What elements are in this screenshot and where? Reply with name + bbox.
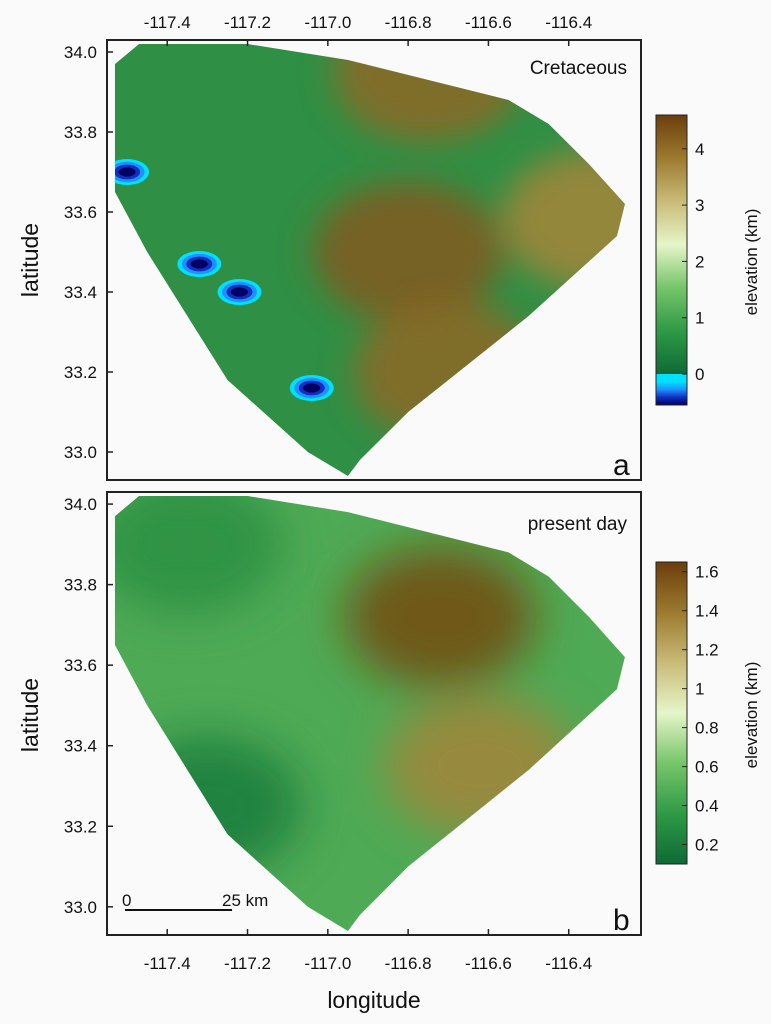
terrain-highland-central [385, 695, 576, 836]
panel-b-colorbar-ramp [655, 561, 688, 865]
panel-a-annotation: Cretaceous [530, 58, 627, 79]
y-tick-label: 33.0 [64, 898, 97, 917]
panel-b-colorbar: 0.2 0.4 0.6 0.8 1 1.2 1.4 1.6 elevation (km) [655, 561, 761, 865]
colorbar-tick-label: 3 [695, 196, 704, 215]
panel-b-ylabel: latitude [17, 678, 43, 752]
colorbar-tick-label: 0 [695, 365, 704, 384]
x-tick-label: -117.0 [304, 954, 351, 973]
x-tick-label: -117.4 [144, 954, 191, 973]
terrain-highland-northeast [345, 546, 536, 687]
panel-a-colorbar-ramp [655, 114, 688, 406]
terrain-highland-east [313, 182, 504, 322]
y-tick-label: 33.6 [64, 203, 97, 222]
panel-b: -117.4 -117.2 -117.0 -116.8 -116.6 -116.4 33.… [17, 491, 761, 973]
y-tick-label: 33.6 [64, 656, 97, 675]
y-tick-label: 34.0 [64, 495, 97, 514]
y-tick-label: 33.4 [64, 737, 97, 756]
colorbar-tick-label: 1.4 [695, 602, 719, 621]
panel-b-y-ticks: 33.0 33.2 33.4 33.6 33.8 34.0 [64, 495, 113, 917]
basin-basin-west [118, 167, 136, 177]
y-tick-label: 33.2 [64, 817, 97, 836]
panel-a-ylabel: latitude [17, 223, 43, 297]
y-tick-label: 33.2 [64, 363, 97, 382]
terrain-highland-southeast [353, 302, 544, 442]
panel-a-letter: a [613, 449, 630, 482]
panel-a-basins [115, 159, 334, 401]
terrain-highland-far-east [501, 150, 625, 290]
scale-bar: 0 25 km [122, 891, 268, 911]
x-tick-label: -117.2 [224, 13, 271, 32]
panel-b-x-ticks: -117.4 -117.2 -117.0 -116.8 -116.6 -116.4 [144, 929, 592, 973]
colorbar-tick-label: 0.4 [695, 797, 719, 816]
basin-basin-3 [303, 383, 321, 393]
x-tick-label: -117.4 [144, 13, 191, 32]
panel-a-colorbar-ticks: 0 1 2 3 4 [682, 140, 704, 384]
colorbar-tick-label: 4 [695, 140, 704, 159]
x-tick-label: -116.4 [545, 13, 592, 32]
x-tick-label: -117.0 [304, 13, 351, 32]
x-tick-label: -116.4 [545, 954, 592, 973]
panel-b-letter: b [613, 904, 630, 937]
basin-basin-1 [190, 259, 208, 269]
y-tick-label: 33.8 [64, 123, 97, 142]
colorbar-tick-label: 0.8 [695, 719, 719, 738]
colorbar-tick-label: 0.2 [695, 836, 719, 855]
colorbar-tick-label: 2 [695, 252, 704, 271]
y-tick-label: 33.8 [64, 576, 97, 595]
colorbar-tick-label: 1.6 [695, 563, 719, 582]
panel-b-annotation: present day [528, 514, 628, 535]
panel-a: -117.4 -117.2 -117.0 -116.8 -116.6 -116.4 33.… [17, 13, 761, 482]
x-tick-label: -116.8 [385, 13, 432, 32]
x-tick-label: -116.6 [465, 13, 512, 32]
colorbar-tick-label: 1 [695, 309, 704, 328]
x-tick-label: -117.2 [224, 954, 271, 973]
scale-bar-end-label: 25 km [222, 891, 268, 910]
panel-b-colorbar-ticks: 0.2 0.4 0.6 0.8 1 1.2 1.4 1.6 [682, 563, 719, 855]
colorbar-tick-label: 1.2 [695, 641, 719, 660]
x-tick-label: -116.6 [465, 954, 512, 973]
panel-a-terrain-blobs [313, 44, 625, 442]
colorbar-tick-label: 1 [695, 680, 704, 699]
panel-a-x-ticks: -117.4 -117.2 -117.0 -116.8 -116.6 -116.4 [144, 13, 592, 46]
x-tick-label: -116.8 [385, 954, 432, 973]
terrain-lowland-northwest [115, 496, 283, 615]
scale-bar-start-label: 0 [122, 891, 131, 910]
figure-xlabel: longitude [327, 987, 420, 1013]
panel-a-y-ticks: 33.0 33.2 33.4 33.6 33.8 34.0 [64, 43, 113, 462]
panel-a-colorbar-label: elevation (km) [742, 209, 761, 316]
panel-b-colorbar-label: elevation (km) [742, 662, 761, 769]
panel-a-frame [106, 39, 642, 481]
panel-b-elevation-map [115, 496, 625, 931]
y-tick-label: 34.0 [64, 43, 97, 62]
colorbar-tick-label: 0.6 [695, 758, 719, 777]
panel-b-frame [106, 491, 642, 936]
y-tick-label: 33.0 [64, 443, 97, 462]
basin-basin-2 [230, 287, 248, 297]
terrain-lowland-southwest [115, 736, 303, 877]
y-tick-label: 33.4 [64, 283, 97, 302]
panel-a-colorbar: 0 1 2 3 4 elevation (km) [655, 114, 761, 406]
